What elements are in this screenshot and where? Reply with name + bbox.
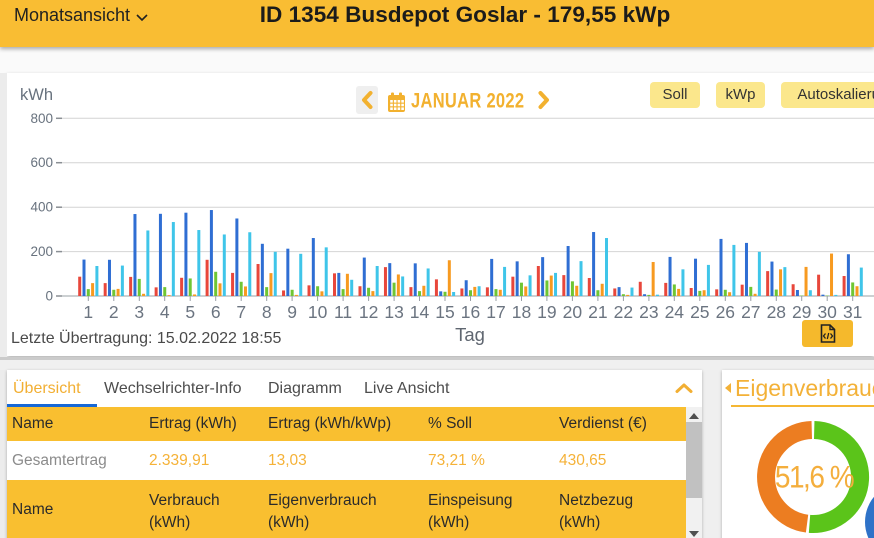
svg-text:23: 23	[639, 302, 658, 322]
svg-text:21: 21	[588, 302, 607, 322]
svg-text:25: 25	[690, 302, 709, 322]
svg-text:14: 14	[410, 302, 430, 322]
svg-text:17: 17	[486, 302, 505, 322]
svg-text:18: 18	[512, 302, 531, 322]
svg-text:19: 19	[537, 302, 556, 322]
svg-text:2: 2	[109, 302, 119, 322]
svg-text:8: 8	[262, 302, 272, 322]
svg-text:0: 0	[45, 289, 53, 304]
svg-text:16: 16	[461, 302, 480, 322]
svg-text:7: 7	[236, 302, 246, 322]
svg-text:200: 200	[30, 244, 53, 259]
svg-text:6: 6	[211, 302, 221, 322]
svg-text:27: 27	[741, 302, 760, 322]
svg-text:1: 1	[83, 302, 93, 322]
svg-text:12: 12	[359, 302, 378, 322]
svg-text:400: 400	[30, 200, 53, 215]
svg-text:31: 31	[843, 302, 862, 322]
svg-text:4: 4	[160, 302, 170, 322]
svg-text:28: 28	[767, 302, 786, 322]
svg-text:26: 26	[716, 302, 735, 322]
svg-text:15: 15	[435, 302, 454, 322]
svg-text:10: 10	[308, 302, 328, 322]
svg-text:Tag: Tag	[455, 324, 485, 345]
svg-text:3: 3	[134, 302, 144, 322]
svg-text:20: 20	[563, 302, 583, 322]
svg-text:800: 800	[30, 111, 53, 126]
svg-text:29: 29	[792, 302, 811, 322]
svg-text:13: 13	[384, 302, 403, 322]
svg-text:30: 30	[817, 302, 837, 322]
svg-text:11: 11	[334, 302, 352, 322]
svg-text:600: 600	[30, 155, 53, 170]
svg-text:5: 5	[185, 302, 195, 322]
svg-text:9: 9	[287, 302, 297, 322]
svg-text:22: 22	[614, 302, 633, 322]
svg-text:24: 24	[665, 302, 685, 322]
